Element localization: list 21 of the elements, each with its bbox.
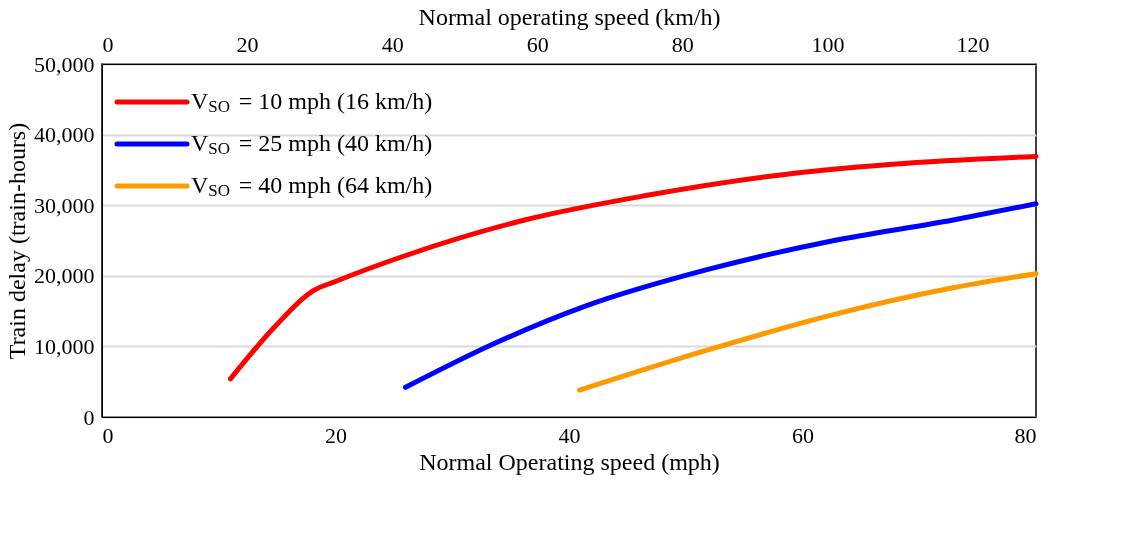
x2-tick-label: 80 <box>671 31 694 57</box>
x2-tick-label: 40 <box>381 31 404 57</box>
x-tick-label: 80 <box>1014 422 1037 448</box>
x2-axis-title: Normal operating speed (km/h) <box>418 3 721 30</box>
y-tick-label: 40,000 <box>34 122 95 148</box>
x2-tick-label: 0 <box>102 31 114 57</box>
x-tick-label: 40 <box>558 422 581 448</box>
y-axis-title: Train delay (train-hours) <box>4 122 30 360</box>
x-tick-label: 20 <box>325 422 347 448</box>
x-tick-label: 0 <box>102 422 114 448</box>
y-tick-label: 10,000 <box>34 333 95 359</box>
y-tick-label: 30,000 <box>34 192 95 218</box>
x2-tick-label: 120 <box>956 31 990 57</box>
y-tick-label: 20,000 <box>34 263 95 289</box>
x-tick-label: 60 <box>792 422 814 448</box>
y-tick-label: 0 <box>83 404 95 430</box>
x-axis-title: Normal Operating speed (mph) <box>419 448 720 475</box>
x2-tick-label: 20 <box>236 31 259 57</box>
y-tick-label: 50,000 <box>34 51 95 77</box>
x2-tick-label: 60 <box>526 31 549 57</box>
x2-tick-label: 100 <box>811 31 845 57</box>
